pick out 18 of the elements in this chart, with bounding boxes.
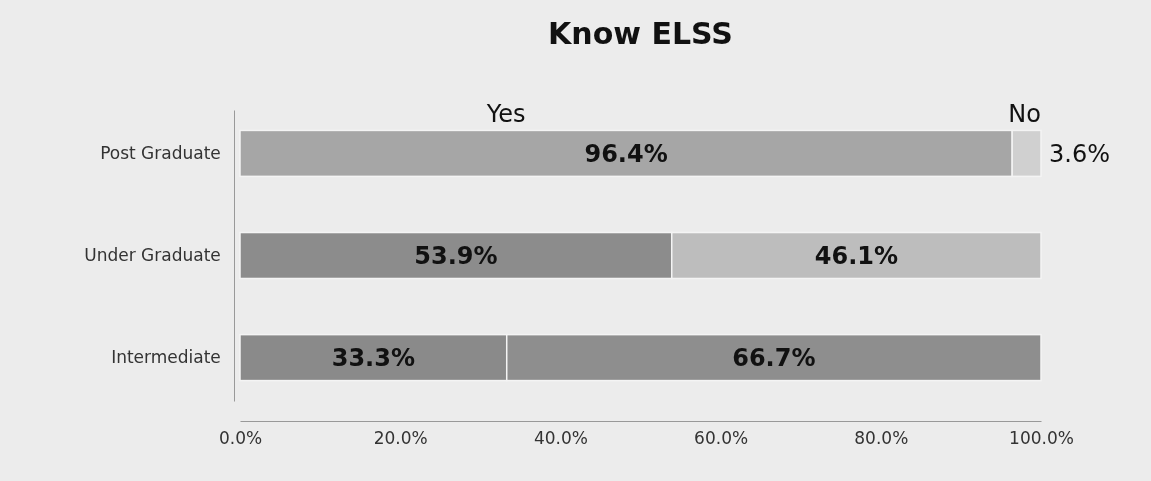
data-label: 53.9%: [414, 242, 498, 271]
x-tick-label: 100.0%: [1009, 428, 1074, 449]
x-tick-label: 80.0%: [854, 428, 909, 449]
series-label: Yes: [485, 100, 526, 129]
y-tick-label: Intermediate: [111, 347, 221, 368]
chart-title: Know ELSS: [548, 16, 733, 51]
data-label: 3.6%: [1049, 140, 1110, 169]
y-tick-label: Under Graduate: [84, 244, 221, 265]
x-tick-label: 20.0%: [373, 428, 428, 449]
data-label: 96.4%: [584, 140, 668, 169]
data-label: 46.1%: [814, 242, 898, 271]
y-tick-label: Post Graduate: [100, 142, 221, 163]
data-label: 33.3%: [331, 344, 415, 373]
data-label: 66.7%: [732, 344, 816, 373]
x-tick-label: 60.0%: [694, 428, 749, 449]
series-label: No: [1008, 100, 1041, 129]
x-tick-label: 0.0%: [218, 428, 263, 449]
x-tick-label: 40.0%: [533, 428, 588, 449]
